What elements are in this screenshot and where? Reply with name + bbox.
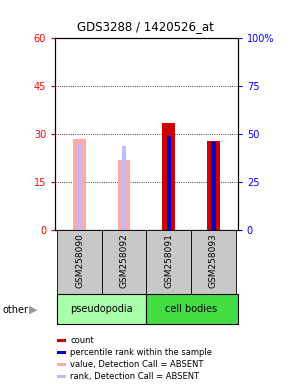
Text: cell bodies: cell bodies <box>165 304 217 314</box>
Bar <box>57 376 66 378</box>
Bar <box>191 230 235 294</box>
Bar <box>207 141 220 230</box>
Text: GSM258092: GSM258092 <box>120 233 129 288</box>
Bar <box>57 351 66 354</box>
Bar <box>146 294 238 324</box>
Bar <box>122 146 126 230</box>
Text: GSM258090: GSM258090 <box>75 233 84 288</box>
Bar <box>166 136 171 230</box>
Text: GSM258093: GSM258093 <box>209 233 218 288</box>
Bar <box>102 230 146 294</box>
Bar <box>57 363 66 366</box>
Text: rank, Detection Call = ABSENT: rank, Detection Call = ABSENT <box>70 372 200 381</box>
Text: value, Detection Call = ABSENT: value, Detection Call = ABSENT <box>70 360 204 369</box>
Bar <box>57 294 146 324</box>
Bar <box>118 160 130 230</box>
Bar <box>78 144 81 230</box>
Text: percentile rank within the sample: percentile rank within the sample <box>70 348 212 357</box>
Bar <box>162 123 175 230</box>
Bar <box>211 142 215 230</box>
Bar <box>57 230 102 294</box>
Bar <box>57 339 66 342</box>
Text: other: other <box>3 305 29 315</box>
Text: GSM258091: GSM258091 <box>164 233 173 288</box>
Text: pseudopodia: pseudopodia <box>70 304 133 314</box>
Bar <box>146 230 191 294</box>
Text: GDS3288 / 1420526_at: GDS3288 / 1420526_at <box>77 20 213 33</box>
Text: count: count <box>70 336 94 345</box>
Bar <box>73 139 86 230</box>
Text: ▶: ▶ <box>29 305 38 315</box>
